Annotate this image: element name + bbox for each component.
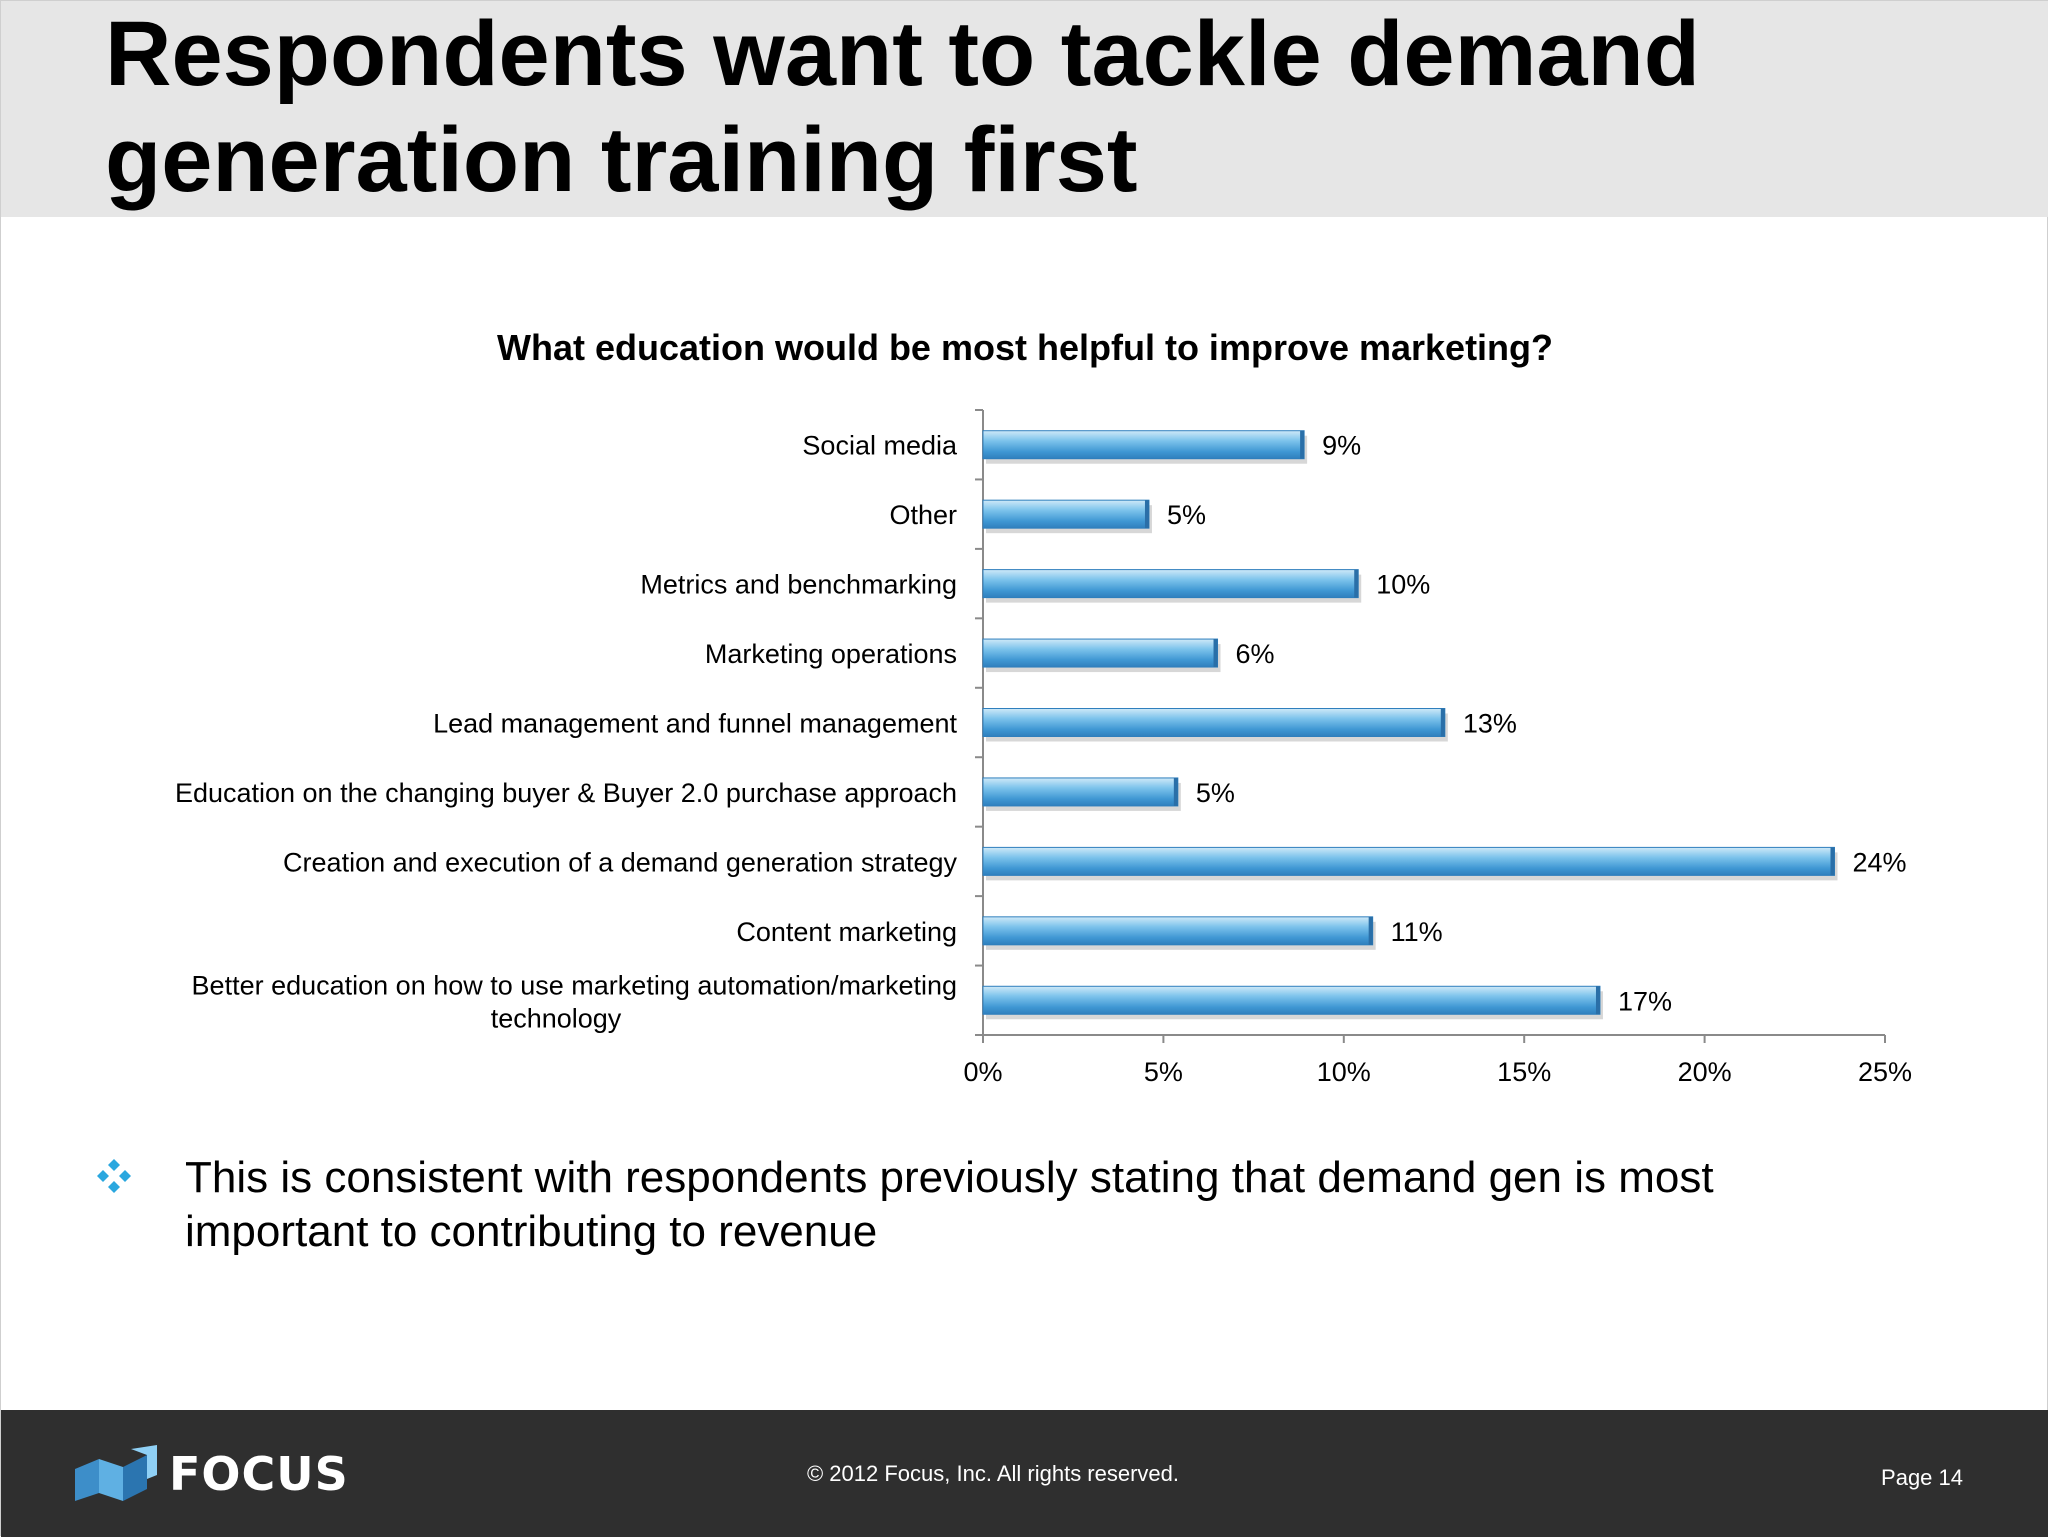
bar-end-cap (1144, 500, 1149, 529)
x-tick-label: 20% (1678, 1057, 1732, 1087)
header-band (1, 1, 2048, 217)
data-label: 10% (1376, 570, 1430, 600)
copyright-label: © 2012 Focus, Inc. All rights reserved. (806, 1461, 1180, 1486)
bullet-text: This is consistent with respondents prev… (185, 1153, 1714, 1256)
data-label: 17% (1618, 986, 1672, 1016)
bar (982, 985, 1601, 1015)
bar-end-cap (1173, 777, 1178, 806)
category-label: Social media (802, 431, 958, 461)
data-label: 5% (1167, 500, 1206, 530)
x-tick-label: 15% (1497, 1057, 1551, 1087)
data-label: 13% (1463, 709, 1517, 739)
bar-end-cap (1440, 708, 1445, 737)
x-tick-label: 5% (1144, 1057, 1183, 1087)
bar-chart: 0% 5% 10% 15% 20% 25% 9% Social media 5% Other 10%… (175, 409, 1912, 1087)
category-label: Creation and execution of a demand gener… (283, 847, 957, 877)
focus-logo-icon (75, 1445, 157, 1501)
category-label: Better education on how to use marketing… (192, 970, 957, 1000)
category-label: Metrics and benchmarking (640, 570, 957, 600)
logo-text: FOCUS (169, 1447, 349, 1501)
slide-title-line-1: Respondents want to tackle demand (105, 3, 1700, 105)
bar-end-cap (1368, 916, 1373, 945)
bar (982, 846, 1835, 876)
chart-title: What education would be most helpful to … (496, 327, 1554, 368)
bar (982, 569, 1359, 599)
bar (982, 708, 1446, 737)
bar-end-cap (1830, 847, 1835, 876)
x-tick-label: 25% (1858, 1057, 1912, 1087)
data-label: 11% (1391, 917, 1443, 947)
slide-title-line-2: generation training first (105, 109, 1138, 211)
copyright-text: © 2012 Focus, Inc. All rights reserved. (1, 1461, 2048, 1487)
x-tick-label: 10% (1317, 1057, 1371, 1087)
bar-end-cap (1213, 639, 1218, 668)
category-label-line-2: technology (491, 1003, 622, 1033)
bar (982, 638, 1219, 668)
category-label: Marketing operations (705, 639, 957, 669)
footer (1, 1410, 2048, 1537)
data-label: 9% (1322, 431, 1361, 461)
category-label: Lead management and funnel management (433, 709, 957, 739)
category-label: Other (889, 500, 957, 530)
bar-end-cap (1300, 430, 1305, 459)
data-label: 5% (1196, 778, 1235, 808)
category-label: Content marketing (736, 917, 957, 947)
category-label: Education on the changing buyer & Buyer … (175, 778, 957, 808)
bar (982, 777, 1179, 807)
data-label: 6% (1236, 639, 1275, 669)
slide-title: Respondents want to tackle demand genera… (105, 1, 1905, 213)
bar (982, 916, 1374, 946)
x-tick-label: 0% (963, 1057, 1002, 1087)
four-diamonds-bullet-icon (97, 1159, 131, 1193)
bar-end-cap (1354, 569, 1359, 598)
bar (982, 499, 1150, 529)
bar-end-cap (1595, 986, 1600, 1015)
bar (982, 430, 1305, 460)
page-number: Page 14 (1881, 1465, 1963, 1490)
data-label: 24% (1852, 847, 1906, 877)
